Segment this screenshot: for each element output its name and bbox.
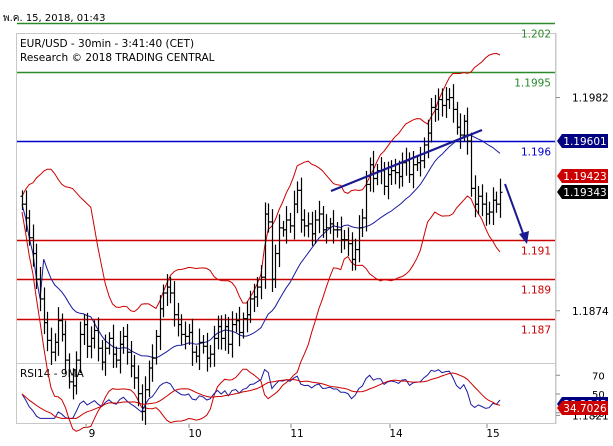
time-tick-label: 11 [290, 428, 303, 440]
rsi-panel: 705030 [21, 368, 605, 420]
price-tag-label: 1.19423 [563, 171, 606, 183]
time-tick-label: 9 [89, 428, 96, 440]
trend-annotations [330, 128, 529, 244]
time-tick-label: 10 [188, 428, 201, 440]
rsi-tag-box [557, 401, 608, 415]
rsi-tick-label: 50 [592, 390, 605, 401]
rsi-line [21, 368, 501, 419]
price-tag-box [557, 134, 608, 148]
level-label: 1.191 [521, 246, 551, 258]
price-tag-box [557, 185, 608, 199]
time-axis-ticks: 9 10 11 14 15 [85, 424, 500, 440]
rsi-ma-line [21, 372, 501, 419]
projection-arrow-head [519, 231, 529, 244]
level-label: 1.187 [521, 325, 551, 337]
main-plot-frame [16, 33, 556, 364]
price-tag-label: 1.19343 [563, 187, 606, 199]
chart-header-line2: Research © 2018 TRADING CENTRAL [20, 52, 215, 64]
support-resistance-levels: 1.202 1.1995 1.196 1.191 1.189 1.187 [17, 22, 555, 337]
rsi-title: RSI14 - 9MA [20, 368, 85, 380]
bollinger-lower [21, 195, 501, 432]
price-bars [20, 84, 503, 425]
level-label: 1.196 [521, 147, 551, 159]
level-label: 1.189 [521, 285, 551, 297]
moving-average-line [21, 134, 501, 359]
rsi-tick-label: 70 [592, 371, 605, 382]
projection-arrow-shaft [504, 183, 525, 237]
rsi-plot-frame [16, 363, 556, 424]
time-tick-label: 14 [389, 428, 403, 440]
price-tick-label: 1.1982 [572, 93, 609, 105]
time-tick-label: 15 [486, 428, 499, 440]
level-label: 1.1995 [514, 78, 551, 90]
chart-header-line1: EUR/USD - 30min - 3:41:40 (CET) [20, 38, 194, 50]
trend-line [330, 128, 483, 193]
level-label: 1.202 [521, 29, 551, 41]
price-tick-label: 1.1874 [572, 306, 609, 318]
timestamp: พ.ค. 15, 2018, 01:43 [3, 13, 106, 24]
rsi-tag-label: 34.7026 [563, 403, 607, 415]
price-tag-label: 1.19601 [563, 136, 606, 148]
price-tag-box [557, 169, 608, 183]
moving-average [21, 134, 501, 359]
